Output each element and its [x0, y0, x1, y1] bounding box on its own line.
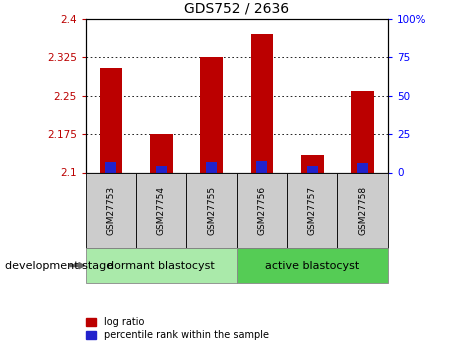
Text: development stage: development stage	[5, 261, 113, 270]
Legend: log ratio, percentile rank within the sample: log ratio, percentile rank within the sa…	[86, 317, 268, 340]
Bar	[351, 91, 374, 172]
Text: GSM27753: GSM27753	[106, 186, 115, 235]
Title: GDS752 / 2636: GDS752 / 2636	[184, 1, 290, 15]
Bar	[186, 172, 237, 248]
Bar	[200, 57, 223, 172]
Text: GSM27756: GSM27756	[258, 186, 267, 235]
Text: GSM27755: GSM27755	[207, 186, 216, 235]
Bar	[257, 161, 267, 172]
Bar	[237, 248, 388, 283]
Bar	[237, 172, 287, 248]
Bar	[86, 248, 237, 283]
Bar	[156, 166, 167, 172]
Bar	[301, 155, 324, 172]
Bar	[86, 172, 136, 248]
Text: dormant blastocyst: dormant blastocyst	[107, 261, 215, 270]
Bar	[150, 134, 173, 172]
Bar	[100, 68, 122, 172]
Bar	[357, 163, 368, 172]
Bar	[307, 166, 318, 172]
Bar	[287, 172, 337, 248]
Text: GSM27754: GSM27754	[157, 186, 166, 235]
Text: active blastocyst: active blastocyst	[265, 261, 359, 270]
Text: GSM27758: GSM27758	[358, 186, 367, 235]
Bar	[251, 34, 273, 172]
Bar	[206, 162, 217, 172]
Bar	[337, 172, 388, 248]
Text: GSM27757: GSM27757	[308, 186, 317, 235]
Bar	[136, 172, 186, 248]
Bar	[106, 162, 116, 172]
